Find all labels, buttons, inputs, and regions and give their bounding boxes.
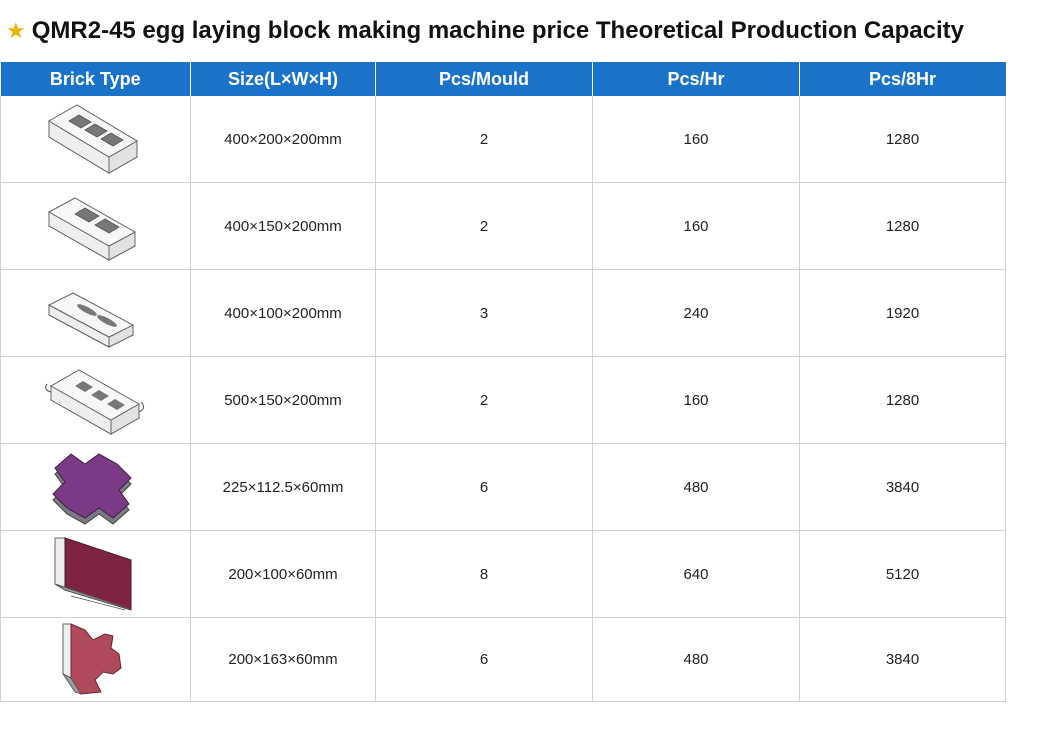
table-row: 225×112.5×60mm 6 480 3840: [0, 443, 1006, 531]
table-row: 200×100×60mm 8 640 5120: [0, 530, 1006, 618]
pcs-hr-cell: 480: [592, 617, 800, 702]
header-pcs-hr: Pcs/Hr: [592, 62, 800, 96]
slotted-block-icon: [47, 292, 134, 348]
brick-type-cell: [0, 617, 191, 702]
header-pcs-8hr: Pcs/8Hr: [799, 62, 1006, 96]
pcs-8hr-cell: 1280: [799, 182, 1006, 270]
pcs-8hr-cell: 3840: [799, 617, 1006, 702]
table-row: 200×163×60mm 6 480 3840: [0, 617, 1006, 702]
table-row: 500×150×200mm 2 160 1280: [0, 356, 1006, 444]
star-icon: ★: [6, 18, 26, 43]
header-size: Size(L×W×H): [190, 62, 376, 96]
production-capacity-table: Brick Type Size(L×W×H) Pcs/Mould Pcs/Hr …: [0, 62, 1006, 702]
page-title-text: QMR2-45 egg laying block making machine …: [31, 17, 964, 44]
pcs-mould-cell: 2: [375, 182, 593, 270]
brick-type-cell: [0, 269, 191, 357]
pcs-8hr-cell: 1920: [799, 269, 1006, 357]
brick-type-cell: [0, 530, 191, 618]
pcs-hr-cell: 640: [592, 530, 800, 618]
hollow-block-3-hole-icon: [47, 104, 138, 174]
pcs-hr-cell: 480: [592, 443, 800, 531]
brick-type-cell: [0, 182, 191, 270]
pcs-hr-cell: 160: [592, 96, 800, 183]
table-header-row: Brick Type Size(L×W×H) Pcs/Mould Pcs/Hr …: [0, 62, 1006, 96]
table-row: 400×200×200mm 2 160 1280: [0, 96, 1006, 183]
pcs-mould-cell: 6: [375, 617, 593, 702]
size-cell: 400×200×200mm: [190, 96, 376, 183]
table-row: 400×100×200mm 3 240 1920: [0, 269, 1006, 357]
pcs-hr-cell: 240: [592, 269, 800, 357]
curved-hollow-block-icon: [44, 369, 144, 435]
interlocking-paver-icon: [51, 453, 132, 525]
size-cell: 400×100×200mm: [190, 269, 376, 357]
brick-type-cell: [0, 443, 191, 531]
pcs-8hr-cell: 1280: [799, 96, 1006, 183]
brick-type-cell: [0, 356, 191, 444]
size-cell: 200×100×60mm: [190, 530, 376, 618]
pcs-8hr-cell: 5120: [799, 530, 1006, 618]
rectangular-paver-icon: [54, 537, 131, 611]
size-cell: 225×112.5×60mm: [190, 443, 376, 531]
i-shaped-paver-icon: [61, 622, 122, 695]
pcs-hr-cell: 160: [592, 356, 800, 444]
pcs-8hr-cell: 3840: [799, 443, 1006, 531]
brick-type-cell: [0, 96, 191, 183]
table-row: 400×150×200mm 2 160 1280: [0, 182, 1006, 270]
pcs-mould-cell: 8: [375, 530, 593, 618]
page-title: ★ QMR2-45 egg laying block making machin…: [6, 14, 964, 48]
pcs-mould-cell: 3: [375, 269, 593, 357]
header-brick-type: Brick Type: [0, 62, 191, 96]
pcs-hr-cell: 160: [592, 182, 800, 270]
size-cell: 400×150×200mm: [190, 182, 376, 270]
header-pcs-mould: Pcs/Mould: [375, 62, 593, 96]
size-cell: 500×150×200mm: [190, 356, 376, 444]
pcs-mould-cell: 2: [375, 356, 593, 444]
pcs-8hr-cell: 1280: [799, 356, 1006, 444]
size-cell: 200×163×60mm: [190, 617, 376, 702]
pcs-mould-cell: 2: [375, 96, 593, 183]
hollow-block-2-hole-icon: [47, 197, 136, 261]
pcs-mould-cell: 6: [375, 443, 593, 531]
